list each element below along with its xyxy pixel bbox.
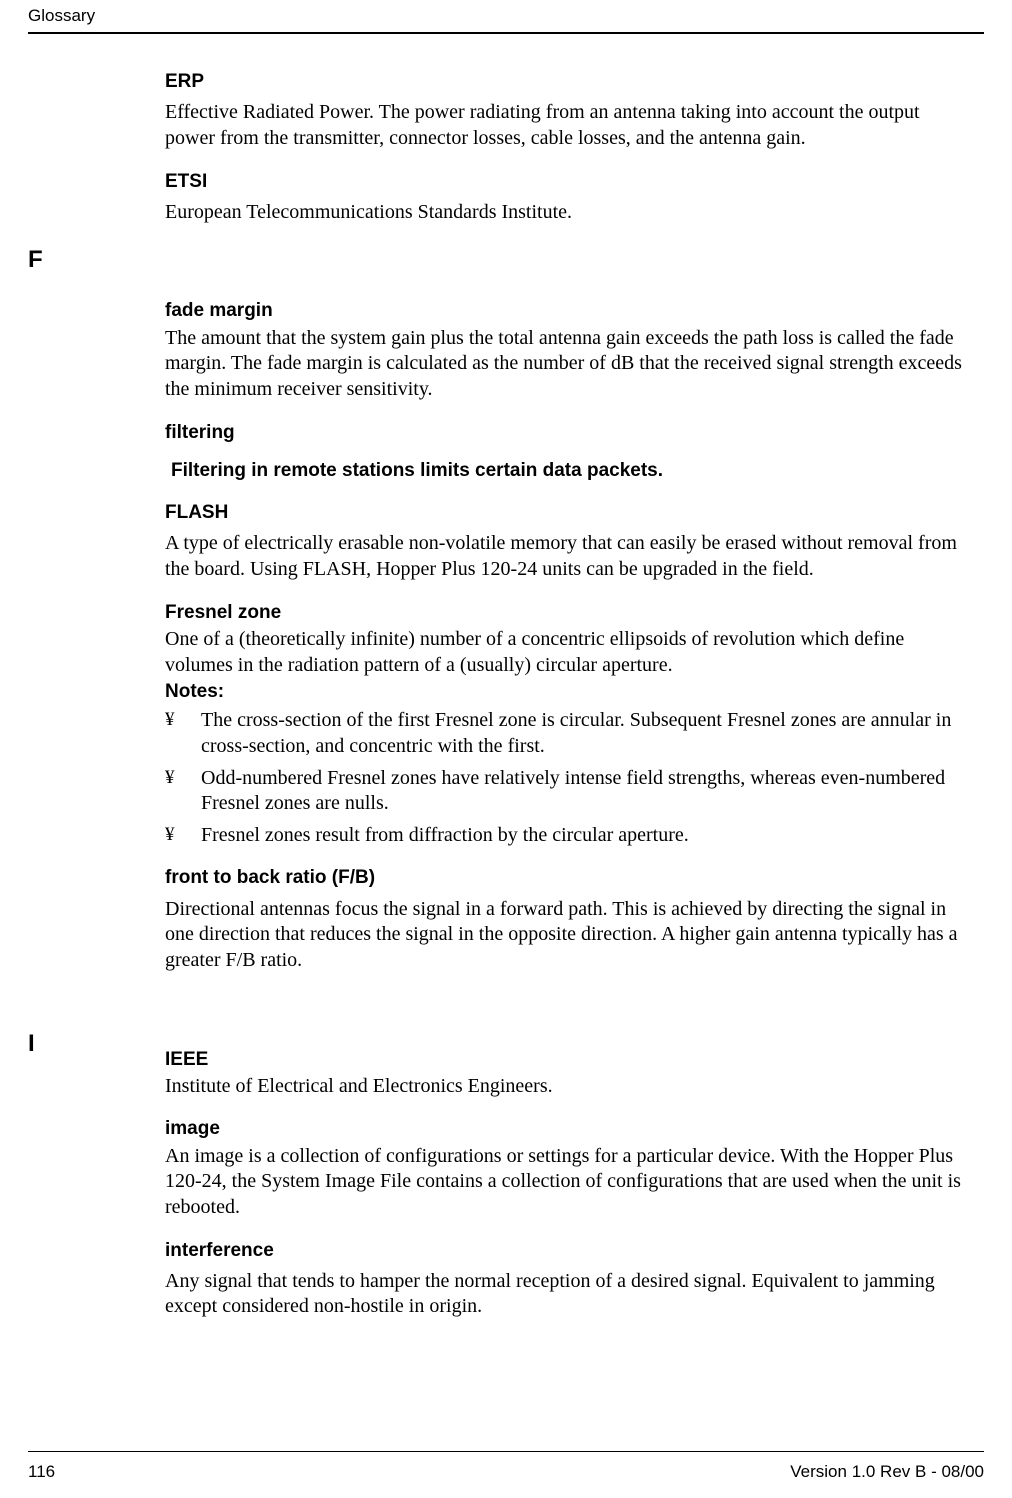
footer-page-number: 116 [28,1462,55,1482]
def-erp: Effective Radiated Power. The power radi… [165,100,962,151]
list-item: ¥ Fresnel zones result from diffraction … [165,823,962,849]
bullet-icon: ¥ [165,823,201,847]
def-interference: Any signal that tends to hamper the norm… [165,1269,962,1320]
term-ieee: IEEE [165,1048,962,1072]
bullet-icon: ¥ [165,708,201,732]
section-gap-f [165,225,962,281]
bullet-text: Odd-numbered Fresnel zones have relative… [201,766,962,817]
bullet-text: The cross-section of the first Fresnel z… [201,708,962,759]
term-fade-margin: fade margin [165,299,962,323]
section-gap-i [165,974,962,1030]
term-fresnel: Fresnel zone [165,601,962,625]
list-item: ¥ The cross-section of the first Fresnel… [165,708,962,759]
term-erp: ERP [165,70,962,94]
section-letter-f: F [28,246,43,274]
fresnel-notes-label: Notes: [165,680,962,704]
term-image: image [165,1117,962,1141]
filtering-note: Filtering in remote stations limits cert… [171,459,962,483]
def-fresnel: One of a (theoretically infinite) number… [165,627,962,678]
def-flash: A type of electrically erasable non-vola… [165,531,962,582]
bullet-text: Fresnel zones result from diffraction by… [201,823,962,849]
page-header: Glossary [28,6,984,34]
term-filtering: filtering [165,421,962,445]
term-fb-ratio: front to back ratio (F/B) [165,866,962,890]
fresnel-notes-list: ¥ The cross-section of the first Fresnel… [165,708,962,848]
section-letter-i: I [28,1030,35,1058]
content-area: ERP Effective Radiated Power. The power … [165,70,962,1320]
bullet-icon: ¥ [165,766,201,790]
def-fade-margin: The amount that the system gain plus the… [165,326,962,403]
def-ieee: Institute of Electrical and Electronics … [165,1074,962,1100]
footer-version: Version 1.0 Rev B - 08/00 [790,1462,984,1482]
def-etsi: European Telecommunications Standards In… [165,200,962,226]
term-flash: FLASH [165,501,962,525]
header-title: Glossary [28,6,95,25]
term-etsi: ETSI [165,170,962,194]
list-item: ¥ Odd-numbered Fresnel zones have relati… [165,766,962,817]
term-interference: interference [165,1239,962,1263]
def-fb-ratio: Directional antennas focus the signal in… [165,897,962,974]
page-footer: 116 Version 1.0 Rev B - 08/00 [28,1451,984,1482]
def-image: An image is a collection of configuratio… [165,1144,962,1221]
